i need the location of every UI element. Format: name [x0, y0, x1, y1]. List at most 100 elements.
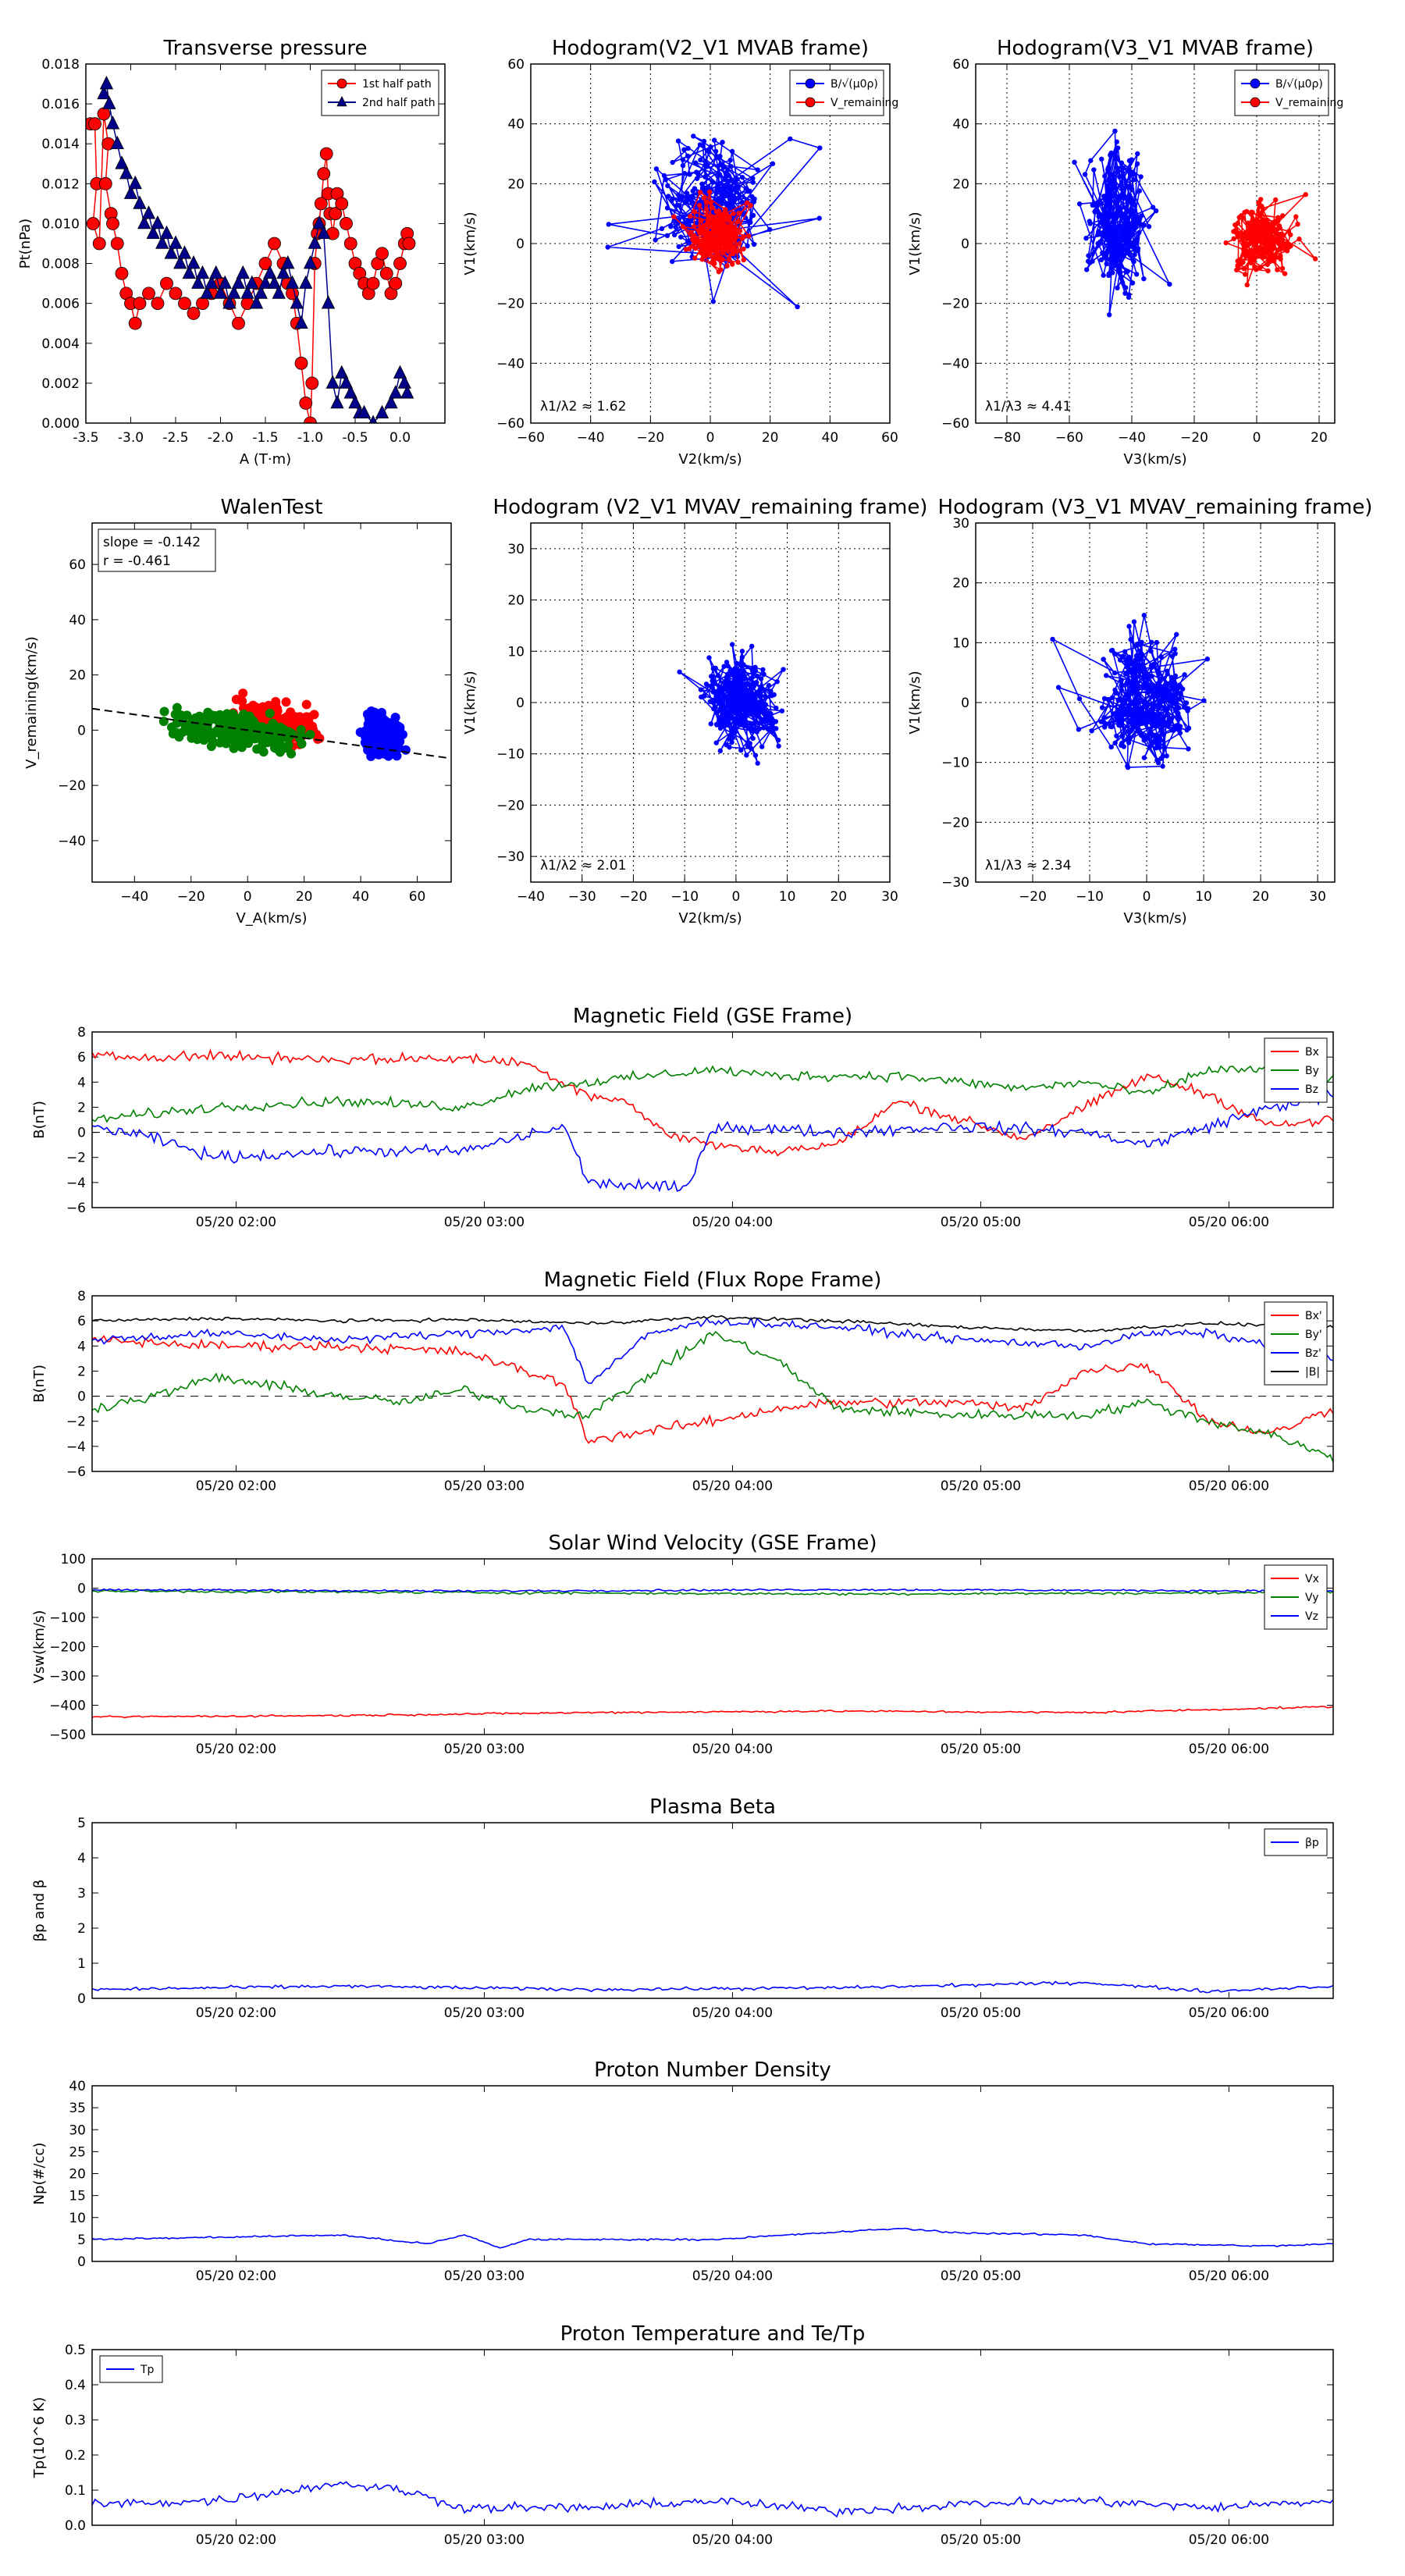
data-point — [1276, 240, 1282, 246]
x-tick-label: -2.0 — [208, 430, 233, 446]
data-point — [1110, 173, 1116, 179]
data-point — [1101, 696, 1108, 702]
data-point — [745, 706, 751, 711]
data-point — [1259, 203, 1264, 209]
x-tick-label: 05/20 02:00 — [196, 1742, 276, 1757]
data-point — [1087, 219, 1092, 224]
data-point — [769, 716, 774, 721]
data-point — [1108, 648, 1115, 653]
x-tick-label: 05/20 04:00 — [692, 2532, 773, 2548]
chart-title: Hodogram (V2_V1 MVAV_remaining frame) — [493, 496, 928, 519]
chart-t4: Plasma Beta 05/20 02:00 05/20 03:00 05/20 0… — [31, 1795, 1334, 2021]
data-point — [339, 375, 354, 389]
data-point — [704, 199, 710, 205]
data-point — [336, 78, 347, 89]
y-axis-label: B(nT) — [31, 1101, 48, 1139]
data-point — [1119, 678, 1124, 683]
data-point — [1160, 763, 1165, 769]
y-tick-label: 0.016 — [41, 97, 80, 112]
data-point — [1119, 212, 1125, 217]
data-point — [110, 135, 124, 150]
data-point — [1050, 636, 1055, 642]
data-point — [1223, 240, 1229, 246]
data-point — [275, 747, 285, 757]
data-point — [669, 197, 674, 203]
x-tick-label: −20 — [636, 430, 664, 446]
data-point — [1261, 220, 1267, 226]
data-point — [795, 304, 800, 310]
data-point — [1102, 253, 1108, 258]
data-point — [687, 172, 692, 177]
data-point — [319, 147, 333, 161]
y-tick-label: 2 — [77, 1100, 86, 1115]
data-point — [750, 735, 756, 742]
y-tick-label: −4 — [66, 1439, 86, 1455]
data-point — [238, 688, 248, 699]
data-point — [721, 213, 727, 219]
y-tick-label: 3 — [77, 1886, 86, 1902]
y-tick-label: 0 — [77, 2254, 86, 2270]
data-point — [375, 247, 389, 261]
data-point — [727, 183, 733, 190]
data-point — [1148, 739, 1154, 745]
data-point — [1126, 158, 1133, 164]
data-point — [717, 162, 723, 168]
y-tick-label: 10 — [952, 635, 969, 651]
ratio-annotation: λ1/λ2 ≈ 2.01 — [540, 858, 626, 873]
data-point — [726, 173, 731, 179]
data-point — [758, 685, 763, 691]
data-point — [1285, 243, 1290, 248]
data-point — [1136, 188, 1142, 194]
data-point — [294, 315, 308, 329]
x-tick-label: 05/20 05:00 — [941, 1478, 1021, 1494]
data-point — [724, 742, 729, 748]
data-point — [182, 265, 196, 279]
data-point — [693, 160, 699, 165]
data-point — [1141, 738, 1147, 743]
data-point — [1107, 257, 1112, 262]
data-point — [1122, 697, 1128, 703]
data-point — [1270, 224, 1276, 230]
data-point — [746, 726, 752, 731]
data-point — [752, 726, 758, 731]
legend-label: Bx' — [1305, 1310, 1322, 1322]
data-point — [268, 718, 278, 728]
data-point — [1238, 262, 1243, 267]
data-point — [727, 701, 732, 706]
data-point — [1115, 165, 1120, 171]
legend-label: B/√(μ0ρ) — [1275, 78, 1323, 91]
x-tick-label: -1.0 — [297, 430, 323, 446]
data-point — [1119, 226, 1126, 233]
data-point — [742, 685, 747, 691]
data-point — [1149, 712, 1155, 717]
data-point — [773, 719, 779, 724]
data-point — [693, 169, 699, 175]
data-point — [1258, 210, 1264, 216]
series-line — [92, 1048, 1333, 1157]
data-point — [92, 237, 106, 251]
data-point — [1089, 728, 1094, 734]
x-tick-label: 05/20 06:00 — [1189, 2268, 1269, 2284]
data-point — [1115, 285, 1120, 291]
data-point — [605, 244, 610, 250]
y-tick-label: −6 — [66, 1201, 86, 1216]
data-point — [1141, 755, 1147, 760]
data-point — [706, 655, 712, 660]
data-point — [119, 165, 133, 180]
x-tick-label: 60 — [881, 430, 898, 446]
data-point — [1168, 697, 1173, 703]
plot-frame — [91, 522, 452, 883]
data-point — [1256, 237, 1261, 242]
y-axis-label: B(nT) — [31, 1364, 48, 1403]
data-point — [755, 760, 760, 766]
data-point — [727, 714, 733, 720]
data-point — [1095, 232, 1101, 237]
data-point — [728, 196, 734, 202]
data-point — [1117, 174, 1122, 180]
data-point — [741, 257, 746, 263]
data-point — [195, 265, 210, 279]
y-tick-label: 5 — [77, 2233, 86, 2248]
data-point — [1131, 177, 1136, 183]
data-point — [702, 162, 708, 169]
plot-frame — [975, 522, 1336, 883]
